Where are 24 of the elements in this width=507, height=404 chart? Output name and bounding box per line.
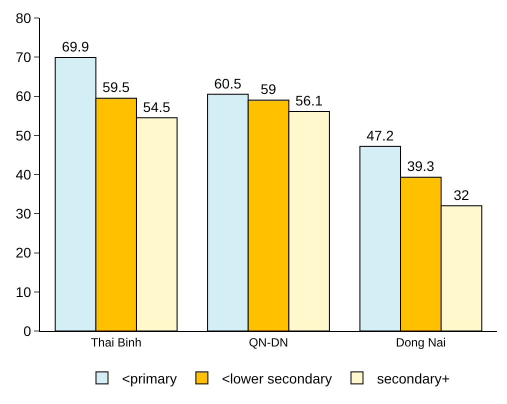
y-tick-label: 60 (16, 88, 32, 104)
y-tick-label: 80 (16, 10, 32, 26)
data-label: 59.5 (102, 79, 130, 96)
x-tick-label: Dong Nai (396, 335, 446, 350)
data-label: 60.5 (214, 75, 242, 92)
y-tick-label: 40 (16, 166, 32, 182)
y-tick-label: 10 (16, 284, 32, 300)
data-label: 69.9 (62, 38, 90, 55)
data-label: 32 (454, 186, 470, 203)
data-label: 56.1 (295, 92, 323, 109)
x-tick-label: Thai Binh (90, 335, 142, 350)
y-tick-label: 50 (16, 127, 32, 144)
y-tick-label: 20 (16, 244, 32, 261)
x-tick-label: QN-DN (248, 335, 288, 350)
data-label: 39.3 (407, 158, 435, 174)
data-label: 59 (260, 81, 276, 98)
y-tick-label: 0 (23, 322, 32, 339)
data-label: 47.2 (366, 127, 394, 144)
y-tick-label: 70 (16, 49, 32, 66)
legend-label: secondary+ (376, 370, 450, 386)
legend-label: <lower secondary (222, 370, 332, 386)
y-tick-label: 30 (16, 206, 32, 222)
data-label: 54.5 (143, 98, 171, 115)
legend-label: <primary (122, 370, 177, 386)
